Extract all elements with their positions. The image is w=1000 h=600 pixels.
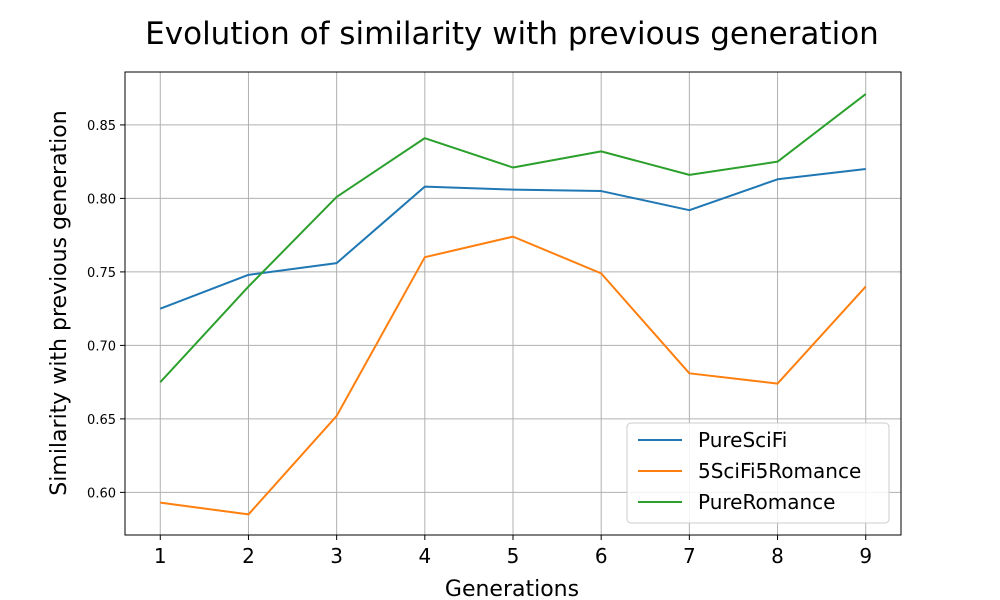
series-line-purescifi	[159, 168, 866, 310]
x-tick-label: 9	[859, 544, 872, 568]
plot-frame	[124, 71, 902, 536]
axis-ticks: 1 2 3 4 5 6 7 8 9 0.60 0.65 0.70 0.75 0.80 0.85	[87, 119, 872, 568]
y-tick-label: 0.80	[87, 192, 116, 207]
series-lines	[159, 93, 867, 516]
x-tick-label: 6	[595, 544, 608, 568]
x-tick-label: 7	[683, 544, 696, 568]
x-tick-label: 3	[330, 544, 343, 568]
legend-box	[626, 422, 890, 524]
series-line-5scifi5romance	[160, 235, 867, 516]
y-tick-label: 0.85	[87, 119, 116, 134]
x-tick-label: 8	[771, 544, 784, 568]
x-tick-label: 4	[418, 544, 431, 568]
x-axis-label: Generations	[445, 577, 579, 600]
legend: PureSciFi 5SciFi5Romance PureRomance	[626, 422, 890, 524]
x-tick-label: 1	[154, 544, 167, 568]
legend-label: 5SciFi5Romance	[698, 459, 861, 483]
series-line-pureromance	[159, 93, 867, 383]
chart-title: Evolution of similarity with previous ge…	[145, 16, 879, 52]
x-tick-label: 5	[507, 544, 520, 568]
y-tick-label: 0.60	[87, 486, 116, 501]
y-axis-label: Similarity with previous generation	[47, 110, 72, 495]
legend-label: PureSciFi	[698, 428, 787, 452]
x-tick-label: 2	[242, 544, 255, 568]
legend-label: PureRomance	[698, 490, 835, 514]
y-tick-label: 0.75	[87, 266, 116, 281]
y-tick-label: 0.70	[87, 339, 116, 354]
y-tick-label: 0.65	[87, 413, 116, 428]
